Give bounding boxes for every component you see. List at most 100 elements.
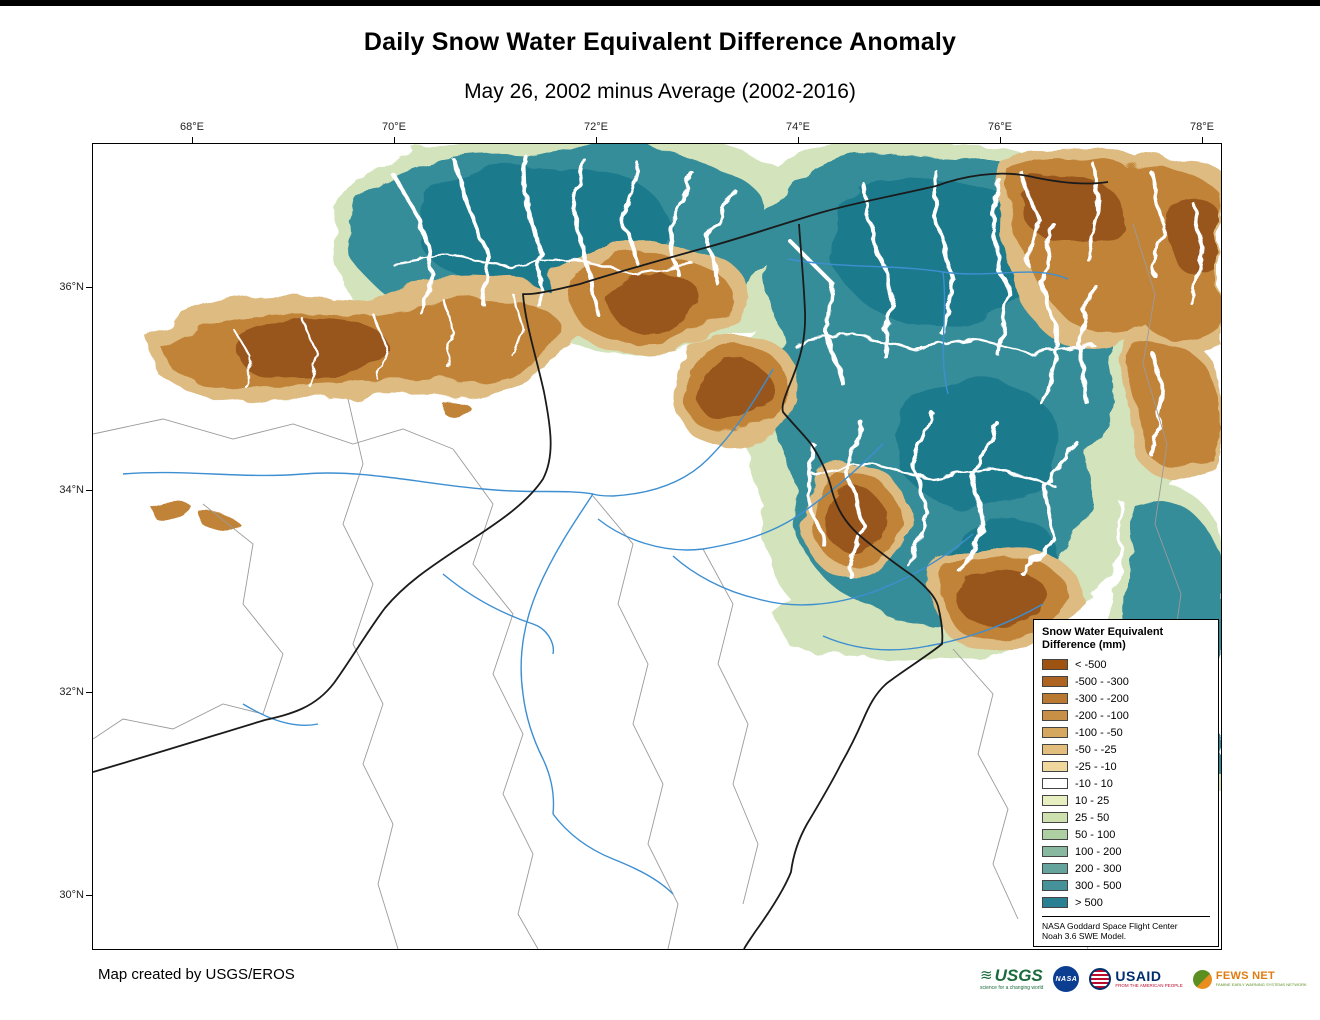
legend-entry-label: -200 - -100 [1075, 709, 1129, 722]
lon-label: 78°E [1190, 121, 1214, 133]
lat-label: 34°N [59, 484, 84, 496]
lat-tick [86, 692, 92, 693]
legend-entry: -100 - -50 [1042, 724, 1210, 741]
nasa-logo-text: NASA [1055, 975, 1078, 983]
legend-entry-label: -10 - 10 [1075, 777, 1113, 790]
legend-swatch [1042, 863, 1068, 874]
legend-swatch [1042, 846, 1068, 857]
legend-entry-label: < -500 [1075, 658, 1107, 671]
swe-negative-regions [148, 148, 1221, 653]
legend-entry: 100 - 200 [1042, 843, 1210, 860]
legend-swatch [1042, 880, 1068, 891]
legend-entry: -10 - 10 [1042, 775, 1210, 792]
usgs-wave-icon: ≋ [980, 966, 993, 984]
legend-source: NASA Goddard Space Flight Center Noah 3.… [1042, 916, 1210, 941]
legend-swatch [1042, 778, 1068, 789]
legend-entry: 25 - 50 [1042, 809, 1210, 826]
lon-tick [596, 137, 597, 143]
legend-entry-label: 25 - 50 [1075, 811, 1110, 824]
rivers [122, 258, 1069, 895]
legend-swatch [1042, 727, 1068, 738]
lon-label: 70°E [382, 121, 406, 133]
lon-tick [1202, 137, 1203, 143]
legend-entry: 10 - 25 [1042, 792, 1210, 809]
legend-swatch [1042, 710, 1068, 721]
fewsnet-tagline: FAMINE EARLY WARNING SYSTEMS NETWORK [1215, 982, 1307, 987]
map-svg [93, 144, 1221, 949]
legend-entry-label: 100 - 200 [1075, 845, 1122, 858]
legend-entry: > 500 [1042, 894, 1210, 911]
legend-entries: < -500 -500 - -300 -300 - -200 -200 - -100 -… [1042, 656, 1210, 911]
lat-tick [86, 287, 92, 288]
legend-entry-label: -25 - -10 [1075, 760, 1117, 773]
map-legend: Snow Water Equivalent Difference (mm) < … [1033, 619, 1219, 947]
legend-swatch [1042, 812, 1068, 823]
legend-swatch [1042, 693, 1068, 704]
legend-entry: 50 - 100 [1042, 826, 1210, 843]
lon-label: 74°E [786, 121, 810, 133]
top-border-bar [0, 0, 1320, 6]
legend-title-line1: Snow Water Equivalent [1042, 626, 1164, 638]
valley-dendrites [231, 152, 1206, 576]
lon-label: 68°E [180, 121, 204, 133]
legend-entry-label: 200 - 300 [1075, 862, 1122, 875]
map-title: Daily Snow Water Equivalent Difference A… [363, 28, 957, 56]
legend-entry-label: 50 - 100 [1075, 828, 1116, 841]
lat-tick [86, 895, 92, 896]
map-canvas: Snow Water Equivalent Difference (mm) < … [92, 143, 1222, 950]
legend-entry: -50 - -25 [1042, 741, 1210, 758]
fewsnet-logo: FEWS NET FAMINE EARLY WARNING SYSTEMS NE… [1192, 969, 1307, 989]
legend-swatch [1042, 676, 1068, 687]
lon-tick [192, 137, 193, 143]
legend-swatch [1042, 659, 1068, 670]
legend-entry-label: -50 - -25 [1075, 743, 1117, 756]
legend-entry-label: -500 - -300 [1075, 675, 1129, 688]
country-borders [93, 172, 1109, 949]
legend-entry-label: -100 - -50 [1075, 726, 1123, 739]
map-subtitle: May 26, 2002 minus Average (2002-2016) [464, 80, 856, 103]
legend-swatch [1042, 761, 1068, 772]
legend-entry: -25 - -10 [1042, 758, 1210, 775]
lon-tick [1000, 137, 1001, 143]
lat-tick [86, 490, 92, 491]
usaid-logo-text: USAID [1115, 968, 1162, 985]
credit-text: Map created by USGS/EROS [98, 966, 295, 983]
legend-swatch [1042, 829, 1068, 840]
legend-swatch [1042, 897, 1068, 908]
fewsnet-globe-icon [1192, 969, 1212, 989]
lat-label: 32°N [59, 686, 84, 698]
legend-entry: < -500 [1042, 656, 1210, 673]
lon-label: 76°E [988, 121, 1012, 133]
legend-entry: 200 - 300 [1042, 860, 1210, 877]
lon-tick [798, 137, 799, 143]
footer-logos: ≋ USGS science for a changing world NASA… [980, 958, 1307, 1000]
legend-entry: -500 - -300 [1042, 673, 1210, 690]
legend-entry-label: -300 - -200 [1075, 692, 1129, 705]
legend-swatch [1042, 744, 1068, 755]
legend-entry: 300 - 500 [1042, 877, 1210, 894]
legend-entry-label: 300 - 500 [1075, 879, 1122, 892]
legend-title-line2: Difference (mm) [1042, 639, 1126, 651]
usgs-logo: ≋ USGS science for a changing world [980, 965, 1044, 991]
fewsnet-logo-text: FEWS NET [1215, 970, 1276, 982]
legend-entry-label: > 500 [1075, 896, 1103, 909]
lon-tick [394, 137, 395, 143]
lat-label: 30°N [59, 889, 84, 901]
usaid-tagline: FROM THE AMERICAN PEOPLE [1115, 983, 1183, 989]
legend-title: Snow Water Equivalent Difference (mm) [1042, 626, 1210, 652]
lon-label: 72°E [584, 121, 608, 133]
legend-entry-label: 10 - 25 [1075, 794, 1110, 807]
usaid-logo: USAID FROM THE AMERICAN PEOPLE [1089, 968, 1183, 990]
legend-entry: -200 - -100 [1042, 707, 1210, 724]
legend-source-line2: Noah 3.6 SWE Model. [1042, 931, 1127, 941]
lat-label: 36°N [59, 281, 84, 293]
nasa-logo: NASA [1053, 966, 1080, 992]
legend-entry: -300 - -200 [1042, 690, 1210, 707]
usaid-seal-icon [1089, 968, 1112, 990]
nasa-meatball-icon: NASA [1053, 966, 1080, 992]
usgs-logo-text: USGS [994, 965, 1043, 985]
usgs-tagline: science for a changing world [980, 984, 1044, 991]
legend-source-line1: NASA Goddard Space Flight Center [1042, 921, 1178, 931]
legend-swatch [1042, 795, 1068, 806]
